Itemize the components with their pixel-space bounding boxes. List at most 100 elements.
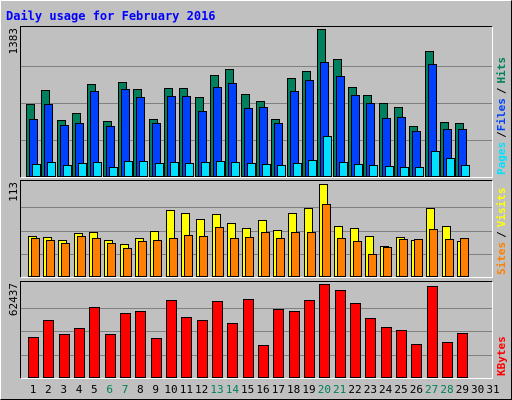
bar [323, 136, 332, 177]
bar [170, 162, 179, 177]
x-tick-label: 1 [30, 383, 37, 396]
bar [337, 238, 346, 277]
bar [322, 204, 331, 277]
bar [139, 161, 148, 177]
bar [92, 238, 101, 277]
x-tick-label: 10 [164, 383, 177, 396]
bar [291, 232, 300, 277]
bar [335, 290, 346, 378]
legend-entry: KBytes [495, 336, 508, 376]
bar [258, 345, 269, 378]
x-tick-label: 9 [152, 383, 159, 396]
x-tick-label: 24 [379, 383, 393, 396]
x-tick-label: 7 [122, 383, 129, 396]
legend-separator: / [495, 87, 508, 94]
chart-title: Daily usage for February 2016 [6, 9, 216, 23]
bar [120, 313, 131, 378]
x-tick-label: 27 [425, 383, 438, 396]
bar [197, 320, 208, 378]
bar [350, 303, 361, 378]
bar [336, 76, 345, 177]
plot-border-light [20, 26, 493, 178]
bar [105, 334, 116, 378]
x-tick-label: 3 [60, 383, 67, 396]
bar [47, 162, 56, 177]
bar [185, 163, 194, 177]
bar [201, 162, 210, 177]
bar [32, 164, 41, 177]
y-tick-label: 62437 [7, 283, 20, 316]
legend: Sites / Visits [495, 188, 508, 276]
legend-entry: Sites [495, 242, 508, 275]
x-tick-label: 28 [440, 383, 453, 396]
legend-entry: Files [495, 98, 508, 131]
x-tick-label: 17 [272, 383, 285, 396]
bar [243, 299, 254, 378]
x-tick-label: 23 [364, 383, 377, 396]
x-tick-label: 5 [91, 383, 98, 396]
x-tick-label: 11 [180, 383, 193, 396]
legend-entry: Hits [495, 57, 508, 84]
bar [457, 333, 468, 378]
legend-separator: / [495, 231, 508, 238]
bar [123, 248, 132, 277]
bar [262, 164, 271, 177]
legend: KBytes [495, 336, 508, 376]
bar [153, 240, 162, 277]
bar [445, 239, 454, 277]
bar [43, 320, 54, 378]
bar [308, 160, 317, 177]
bar [427, 286, 438, 378]
bar [385, 166, 394, 177]
x-tick-label: 13 [210, 383, 223, 396]
bar [215, 227, 224, 277]
bar [78, 163, 87, 177]
bar [227, 323, 238, 378]
bar [276, 238, 285, 277]
plot-border-dark [20, 26, 493, 178]
x-tick-label: 2 [45, 383, 52, 396]
bar [369, 165, 378, 177]
x-tick-label: 12 [195, 383, 208, 396]
x-tick-label: 21 [333, 383, 346, 396]
bar [166, 300, 177, 378]
x-tick-label: 31 [486, 383, 499, 396]
bar [184, 235, 193, 277]
bar [77, 236, 86, 277]
bar [93, 162, 102, 177]
legend-entry: Visits [495, 188, 508, 228]
plot-border-light [20, 281, 493, 379]
bar [307, 232, 316, 277]
legend: Pages/Files/Hits [495, 57, 508, 175]
bar [411, 344, 422, 378]
x-tick-label: 16 [256, 383, 269, 396]
x-tick-label: 30 [471, 383, 484, 396]
bar [399, 239, 408, 277]
bar [414, 239, 423, 277]
bar [365, 318, 376, 378]
bar [245, 237, 254, 277]
plot-border-dark [20, 281, 493, 379]
bar [216, 161, 225, 177]
x-tick-label: 26 [410, 383, 423, 396]
bar [61, 243, 70, 277]
bar [138, 241, 147, 277]
bar [155, 163, 164, 177]
bar [368, 254, 377, 277]
bar [31, 238, 40, 277]
bar [396, 330, 407, 378]
x-tick-label: 14 [226, 383, 240, 396]
bar [231, 162, 240, 177]
x-tick-label: 18 [287, 383, 300, 396]
y-tick-label: 113 [7, 182, 20, 202]
bar [304, 300, 315, 378]
bar [273, 309, 284, 378]
bar [261, 232, 270, 277]
legend-separator: / [495, 131, 508, 138]
bar [135, 311, 146, 378]
bar [107, 243, 116, 277]
bar [289, 311, 300, 378]
x-tick-label: 19 [302, 383, 315, 396]
